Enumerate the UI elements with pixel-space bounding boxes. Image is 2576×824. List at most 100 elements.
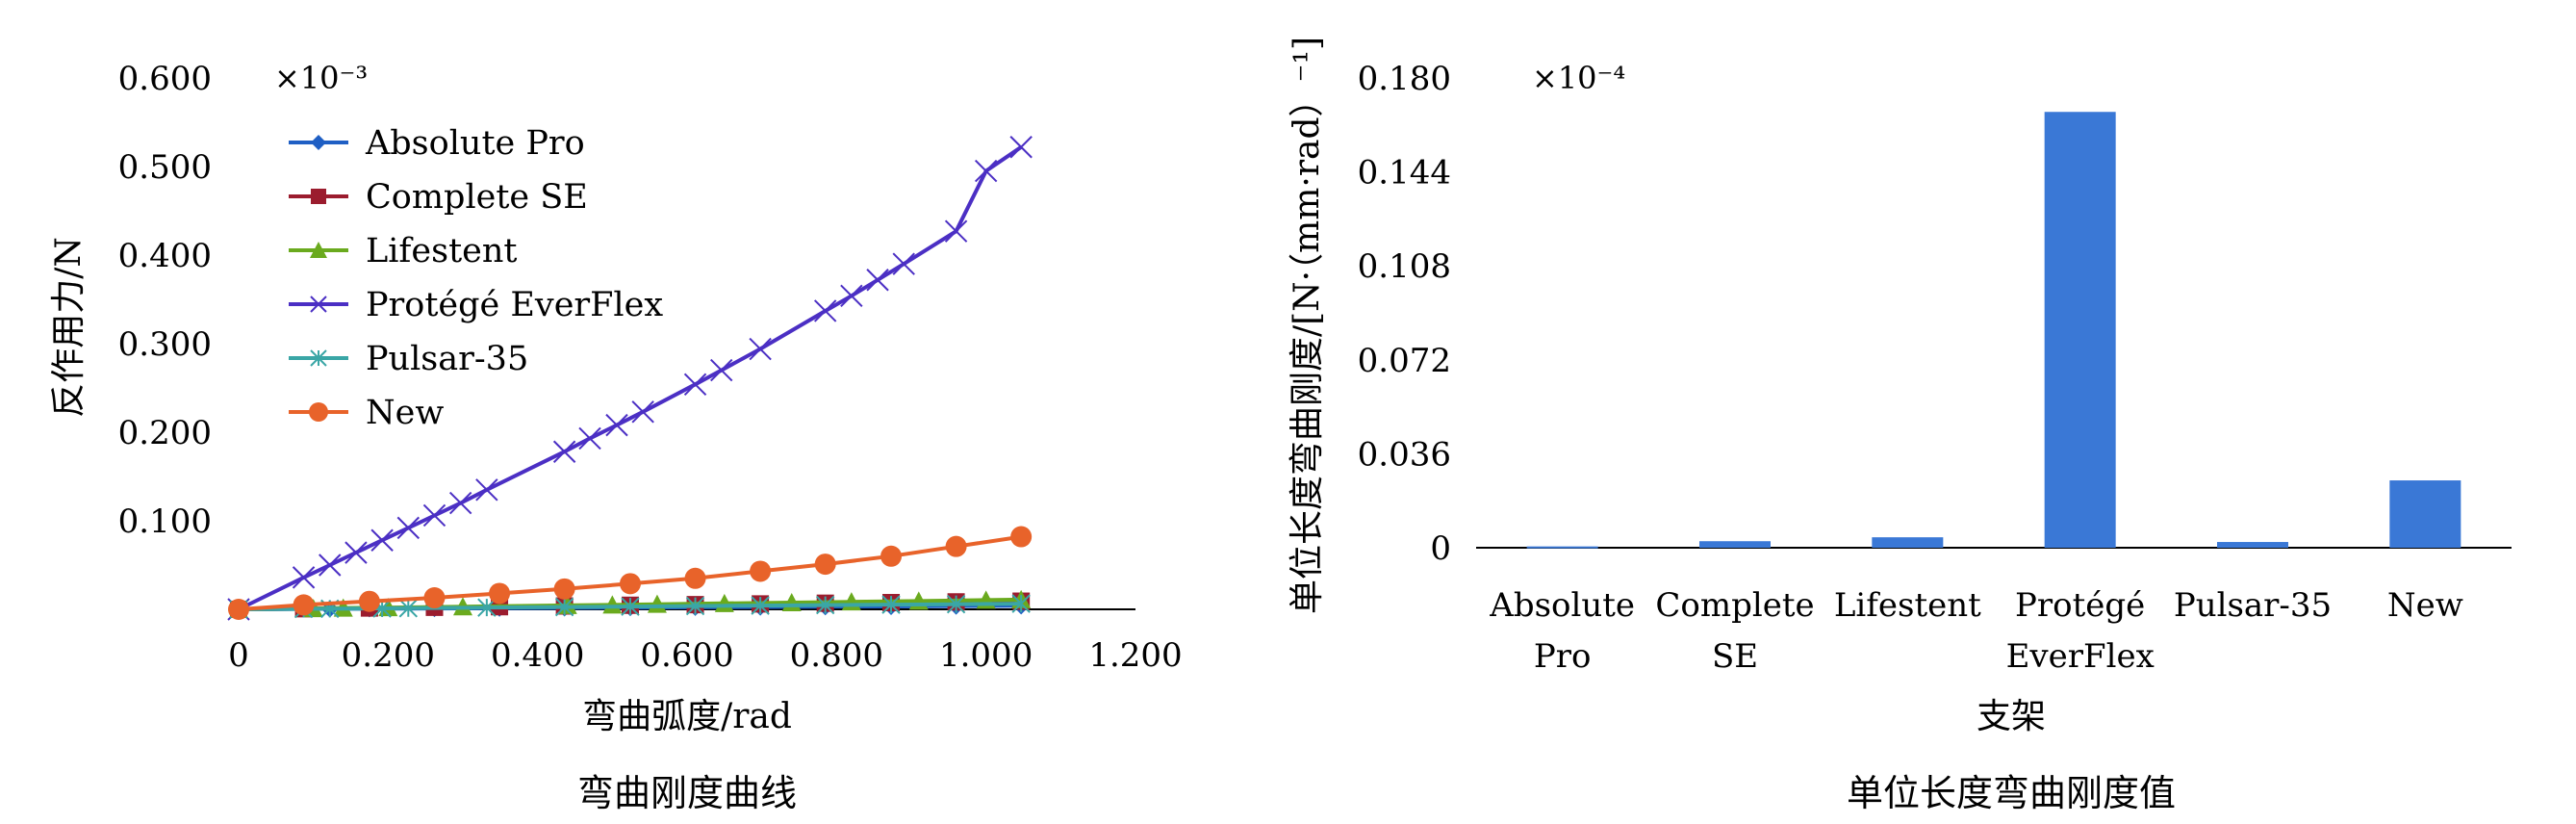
bar-chart-category-label: Pulsar-35 [2174, 586, 2332, 625]
bar-chart-x-title: 支架 [1977, 697, 2046, 736]
data-point [880, 545, 903, 567]
legend-item: Complete SE [289, 178, 588, 217]
bar [2389, 480, 2461, 548]
data-point [683, 373, 707, 397]
data-point [552, 440, 576, 463]
data-point [422, 503, 446, 528]
data-point [554, 597, 574, 617]
bar-chart-y-tick-label: 0.180 [1358, 60, 1451, 98]
data-point [370, 528, 394, 552]
data-point [293, 594, 315, 616]
data-point [945, 535, 967, 557]
bar-chart-y-tick-label: 0.036 [1358, 435, 1451, 474]
category-label-line: Pro [1534, 637, 1592, 676]
data-point [749, 337, 772, 361]
bar-chart-y-tick-label: 0 [1430, 529, 1451, 568]
legend-marker [311, 135, 326, 150]
data-point [477, 598, 497, 617]
bar-chart-caption: 单位长度弯曲刚度值 [1847, 772, 2176, 814]
legend-marker [310, 349, 327, 367]
data-point [489, 582, 511, 605]
legend-item: Protégé EverFlex [289, 286, 663, 324]
bar-chart-y-title: 单位长度弯曲刚度/[N·（mm·rad）⁻¹] [1288, 37, 1327, 614]
data-point [813, 299, 837, 322]
line-chart-y-tick-label: 0.600 [118, 60, 212, 98]
bar-chart: 0.180 0.144 0.108 0.072 0.036 0 ×10⁻⁴ Absolut… [1288, 37, 2512, 814]
line-chart-y-tick-label: 0.300 [118, 325, 212, 364]
line-chart-x-tick-label: 1.000 [939, 636, 1033, 675]
data-point [344, 541, 368, 564]
bar-chart-y-tick-label: 0.144 [1358, 154, 1451, 193]
line-series [228, 526, 1033, 620]
data-point [1011, 594, 1031, 613]
data-point [423, 587, 446, 609]
category-label-line: Absolute [1489, 586, 1635, 625]
legend-marker [310, 242, 327, 258]
legend-item: Pulsar-35 [289, 340, 528, 378]
data-point [619, 573, 641, 595]
bar-chart-category-label: Absolute Pro [1489, 586, 1635, 676]
data-point [751, 596, 770, 615]
line-chart-y-tick-label: 0.400 [118, 237, 212, 275]
data-point [605, 413, 628, 437]
bar-chart-category-label: New [2387, 586, 2463, 625]
bar [2217, 542, 2288, 548]
line-chart-x-tick-label: 0.400 [491, 636, 584, 675]
data-point [602, 595, 623, 614]
legend-marker [309, 402, 328, 422]
line-series [227, 136, 1033, 621]
line-chart-series [227, 136, 1033, 621]
data-point [358, 590, 380, 612]
bar [1872, 537, 1944, 548]
data-point [684, 567, 706, 589]
bar-chart-category-label: Complete SE [1655, 586, 1814, 676]
data-point [475, 478, 498, 502]
category-label-line: EverFlex [2006, 637, 2155, 676]
legend-label: Pulsar-35 [366, 340, 528, 378]
legend-marker [310, 296, 327, 313]
category-label-line: SE [1712, 637, 1758, 676]
data-point [881, 595, 901, 614]
bar-chart-y-tick-label: 0.108 [1358, 247, 1451, 286]
series-line [238, 602, 1022, 611]
legend-item: Lifestent [289, 232, 517, 270]
data-point [944, 219, 968, 243]
category-label-line: Protégé [2015, 586, 2145, 625]
legend-label: Complete SE [366, 178, 588, 217]
bar-chart-y-ticks: 0.180 0.144 0.108 0.072 0.036 0 [1358, 60, 1451, 568]
data-point [892, 252, 915, 275]
data-point [631, 400, 654, 424]
line-chart-y-tick-label: 0.200 [118, 414, 212, 452]
data-point [578, 426, 601, 451]
data-point [840, 284, 863, 308]
category-label-line: Lifestent [1834, 586, 1981, 625]
legend-label: Protégé EverFlex [366, 286, 663, 324]
bar-chart-bars [1526, 112, 2461, 549]
legend-label: Lifestent [366, 232, 517, 270]
line-chart-y-tick-label: 0.500 [118, 148, 212, 187]
data-point [292, 566, 316, 589]
bar-chart-categories: Absolute Pro Complete SE Lifestent Protégé Eve… [1489, 586, 2463, 676]
data-point [685, 596, 705, 616]
category-label-line: Complete [1655, 586, 1814, 625]
data-point [946, 594, 966, 614]
line-chart-y-tick-label: 0.100 [118, 502, 212, 541]
data-point [1010, 526, 1033, 548]
line-chart-x-tick-label: 0.800 [790, 636, 883, 675]
series-line [238, 145, 1023, 611]
legend-marker [311, 189, 326, 204]
data-point [319, 554, 342, 577]
bar-chart-y-multiplier: ×10⁻⁴ [1532, 60, 1625, 96]
line-chart-x-tick-label: 1.200 [1088, 636, 1182, 675]
data-point [228, 599, 249, 620]
legend-label: New [366, 394, 444, 432]
data-point [553, 578, 575, 600]
data-point [621, 597, 640, 616]
data-point [974, 159, 998, 183]
category-label-line: New [2387, 586, 2463, 625]
line-chart-y-multiplier: ×10⁻³ [274, 60, 368, 96]
bar-chart-category-label: Lifestent [1834, 586, 1981, 625]
bar [1699, 541, 1771, 548]
